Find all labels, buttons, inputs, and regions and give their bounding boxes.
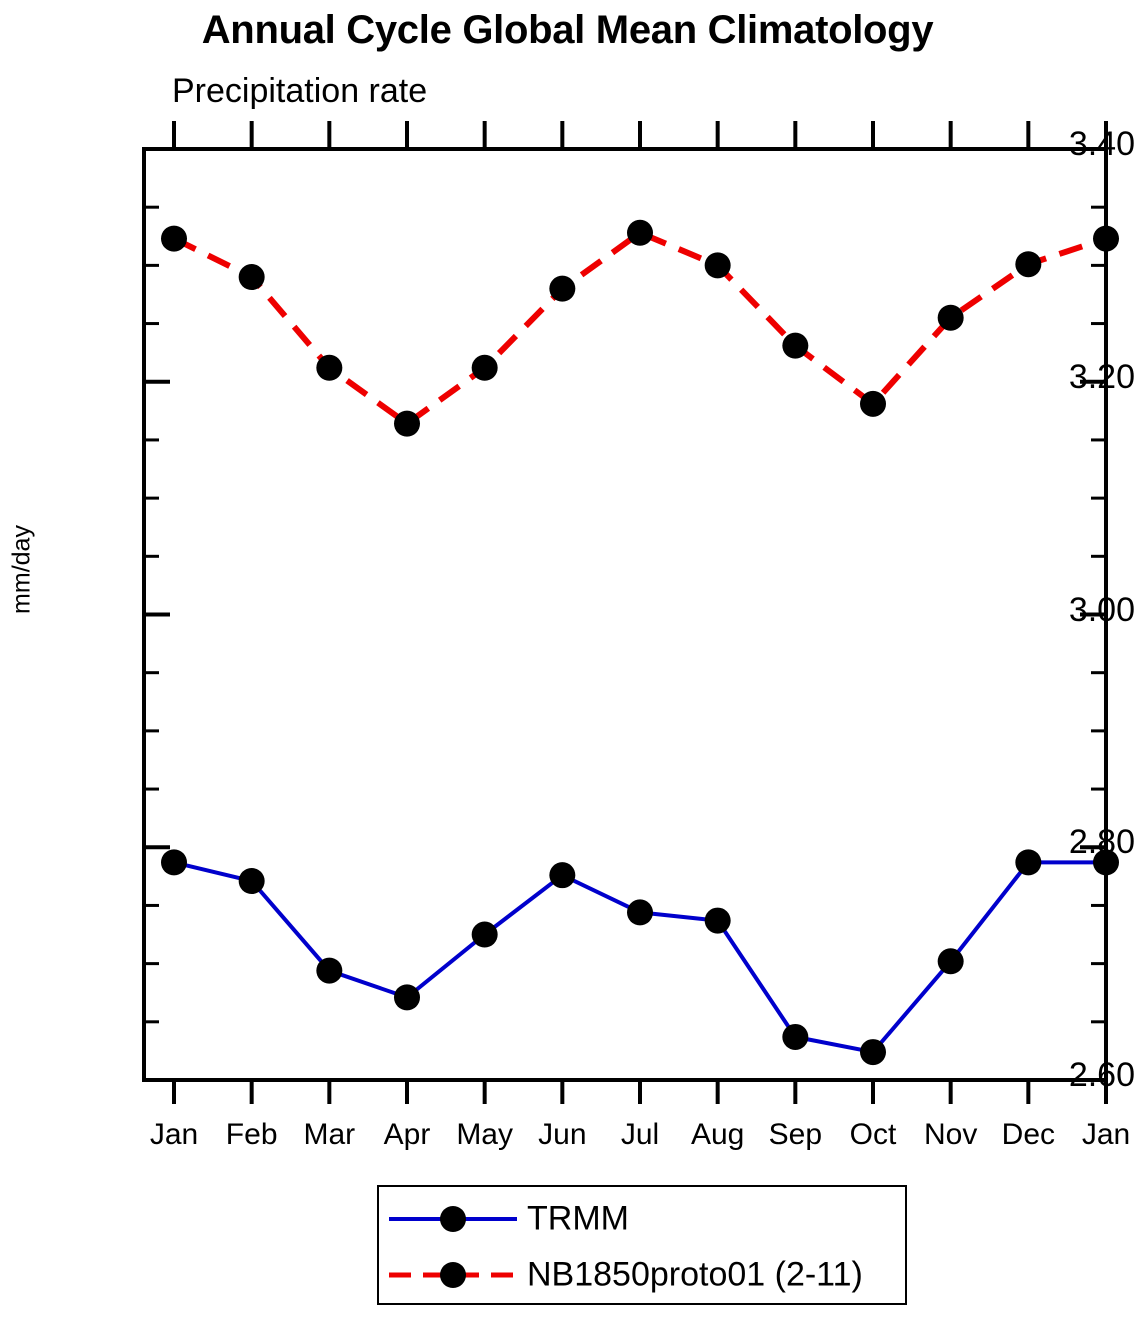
data-point [394, 410, 420, 437]
data-point [238, 264, 265, 291]
x-tick-label-4: May [456, 1118, 513, 1151]
data-point [1093, 225, 1119, 252]
x-tick-label-12: Jan [1081, 1118, 1131, 1151]
x-tick-label-0: Jan [149, 1118, 199, 1151]
data-point [471, 921, 498, 948]
data-point [627, 899, 653, 926]
data-point [627, 219, 653, 246]
x-tick-label-8: Sep [768, 1118, 823, 1151]
data-point [704, 252, 731, 279]
data-point [704, 907, 731, 934]
data-point [316, 354, 343, 381]
series-line-nb1850proto01-2-11 [172, 229, 1107, 428]
data-point [161, 849, 187, 876]
series-line-trmm [173, 860, 1106, 1055]
data-point [860, 390, 886, 417]
legend-label-trmm: TRMM [527, 1199, 629, 1238]
data-point [860, 1039, 886, 1066]
y-tick-label: 3.00 [1068, 590, 1135, 629]
data-point [394, 984, 420, 1011]
data-point [937, 948, 964, 975]
x-tick-label-10: Nov [923, 1118, 978, 1151]
data-point [471, 354, 498, 381]
chart-subtitle: Precipitation rate [172, 72, 428, 110]
data-point [782, 1023, 809, 1050]
x-tick-label-5: Jun [538, 1118, 587, 1151]
x-tick-label-11: Dec [1001, 1118, 1056, 1151]
data-point [937, 304, 964, 331]
data-point [238, 867, 265, 894]
data-point [1015, 849, 1042, 876]
legend-entry-trmm[interactable]: TRMM [379, 1193, 905, 1245]
y-tick-label: 3.40 [1068, 125, 1135, 163]
data-point [549, 862, 576, 889]
legend-label-nb1850proto01: NB1850proto01 (2-11) [527, 1255, 863, 1294]
x-tick-label-1: Feb [225, 1118, 278, 1151]
x-tick-label-3: Apr [383, 1118, 431, 1151]
legend-entry-nb1850proto01[interactable]: NB1850proto01 (2-11) [379, 1249, 905, 1301]
axis-frame [142, 147, 1108, 1082]
data-point [782, 332, 809, 359]
x-tick-label-2: Mar [303, 1118, 356, 1151]
x-tick-label-7: Aug [690, 1118, 745, 1151]
data-point [316, 957, 343, 984]
x-tick-label-6: Jul [620, 1118, 660, 1151]
data-point [549, 275, 576, 302]
legend: TRMM NB1850proto01 (2-11) [377, 1185, 907, 1305]
x-tick-label-9: Oct [849, 1118, 897, 1151]
y-tick-label: 3.20 [1068, 357, 1135, 396]
legend-swatch-trmm [389, 1206, 517, 1232]
y-tick-label: 2.60 [1068, 1056, 1135, 1094]
data-point [1093, 849, 1119, 876]
legend-swatch-nb1850proto01 [389, 1262, 517, 1288]
data-point [161, 225, 187, 252]
data-point [1015, 251, 1042, 278]
chart-title: Annual Cycle Global Mean Climatology [201, 8, 934, 52]
